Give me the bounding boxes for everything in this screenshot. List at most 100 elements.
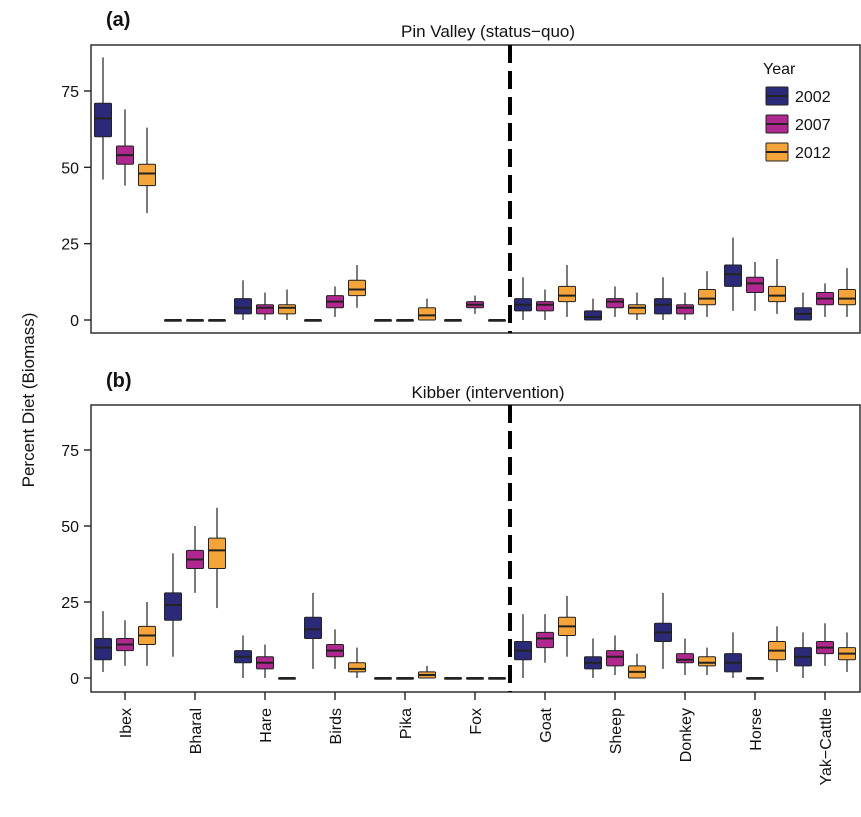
panel-a-box-sheep-2002-iqr — [584, 310, 602, 321]
panel-b-box-donkey-2012 — [698, 647, 716, 675]
panel-b-box-donkey-2002 — [654, 592, 672, 669]
panel-b-box-sheep-2007 — [606, 635, 624, 675]
panel-b-frame — [90, 404, 861, 693]
panel-b-title: Kibber (intervention) — [411, 383, 564, 402]
panel-a-letter: (a) — [106, 9, 130, 31]
panel-b-box-fox-2007 — [466, 677, 484, 680]
panel-b-letter: (b) — [106, 370, 132, 392]
panel-b-y-tick-label-50: 50 — [61, 519, 79, 536]
panel-b-box-goat-2002 — [514, 614, 532, 678]
panel-a-y-tick-label-25: 25 — [61, 237, 79, 254]
x-tick-label-ibex: Ibex — [118, 708, 135, 738]
panel-b-box-pika-2012 — [418, 665, 436, 679]
panel-a-box-donkey-2002-iqr — [654, 298, 672, 315]
panel-b-box-bharal-2002-iqr — [164, 592, 182, 621]
x-tick-label-fox: Fox — [468, 708, 485, 735]
panel-b-box-yak-cattle-2007 — [816, 623, 834, 666]
panel-a-box-fox-2012 — [488, 319, 506, 322]
panel-a-box-ibex-2002 — [94, 57, 112, 180]
panel-a-box-yak-cattle-2012 — [838, 268, 856, 317]
panel-b-box-fox-2012 — [488, 677, 506, 680]
panel-b-y-tick-label-0: 0 — [70, 671, 79, 688]
panel-b: (b) Kibber (intervention) 0 25 50 75 — [61, 370, 861, 693]
panel-b-box-birds-2002-iqr — [304, 616, 322, 639]
panel-b-box-fox-2002 — [444, 677, 462, 680]
x-tick-label-bharal: Bharal — [188, 708, 205, 754]
panel-b-box-goat-2007-iqr — [536, 631, 554, 649]
x-tick-label-hare: Hare — [258, 708, 275, 743]
panel-a-box-hare-2002-iqr — [234, 298, 252, 315]
y-axis-title: Percent Diet (Biomass) — [19, 313, 38, 488]
panel-a-box-birds-2002 — [304, 319, 322, 322]
panel-a-box-yak-cattle-2012-iqr — [838, 288, 856, 306]
legend-label-2012: 2012 — [795, 145, 831, 162]
x-tick-label-horse: Horse — [748, 708, 765, 751]
panel-a-y-tick-label-0: 0 — [70, 313, 79, 330]
panel-a-box-hare-2002 — [234, 280, 252, 320]
panel-a-frame — [90, 44, 861, 334]
panel-a-box-sheep-2012 — [628, 292, 646, 320]
panel-b-box-yak-cattle-2012 — [838, 632, 856, 672]
panel-a-box-pika-2007 — [396, 319, 414, 322]
panel-b-box-birds-2002 — [304, 592, 322, 669]
x-tick-label-goat: Goat — [538, 707, 555, 742]
panel-a: (a) Pin Valley (status−quo) 0 25 50 75 — [61, 9, 861, 334]
panel-a-box-goat-2007-iqr — [536, 301, 554, 312]
panel-b-box-horse-2002 — [724, 632, 742, 678]
panel-b-box-hare-2012 — [278, 677, 296, 680]
panel-a-title: Pin Valley (status−quo) — [401, 22, 575, 41]
panel-b-box-birds-2007 — [326, 629, 344, 669]
panel-a-box-pika-2012 — [418, 298, 436, 321]
panel-b-y-tick-label-75: 75 — [61, 443, 79, 460]
panel-a-y-tick-label-50: 50 — [61, 160, 79, 177]
panel-a-box-horse-2002-iqr — [724, 264, 742, 287]
panel-a-box-horse-2007 — [746, 261, 764, 311]
panel-b-box-horse-2007 — [746, 677, 764, 680]
panel-a-box-horse-2012 — [768, 258, 786, 314]
legend: Year 2002 2007 2012 — [763, 61, 831, 162]
panel-b-y-tick-label-25: 25 — [61, 595, 79, 612]
panel-b-box-ibex-2007 — [116, 620, 134, 666]
panel-b-box-donkey-2007 — [676, 638, 694, 675]
panel-b-box-sheep-2012 — [628, 653, 646, 679]
panel-a-box-fox-2002 — [444, 319, 462, 322]
panel-b-box-birds-2012 — [348, 647, 366, 678]
x-tick-label-pika: Pika — [398, 708, 415, 739]
panel-a-y-tick-label-75: 75 — [61, 84, 79, 101]
panel-a-box-yak-cattle-2002 — [794, 292, 812, 321]
panel-a-box-goat-2007 — [536, 289, 554, 320]
panel-a-box-donkey-2012-iqr — [698, 288, 716, 306]
panel-a-box-yak-cattle-2007 — [816, 283, 834, 317]
panel-a-box-sheep-2012-iqr — [628, 304, 646, 315]
panel-a-box-horse-2002 — [724, 237, 742, 311]
panel-a-box-fox-2007 — [466, 295, 484, 314]
panel-a-box-ibex-2012 — [138, 127, 156, 214]
panel-a-box-horse-2012-iqr — [768, 285, 786, 303]
panel-b-box-goat-2012 — [558, 595, 576, 657]
x-tick-label-sheep: Sheep — [608, 708, 625, 754]
panel-b-box-ibex-2002 — [94, 611, 112, 672]
panel-b-box-bharal-2007 — [186, 526, 204, 593]
panel-a-box-bharal-2012 — [208, 319, 226, 322]
panel-a-box-horse-2007-iqr — [746, 276, 764, 294]
panel-a-box-birds-2012-iqr — [348, 279, 366, 297]
panel-a-box-donkey-2012 — [698, 271, 716, 317]
panel-a-box-donkey-2007-iqr — [676, 304, 694, 315]
panel-b-box-goat-2007 — [536, 614, 554, 663]
panel-a-box-ibex-2002-iqr — [94, 102, 112, 138]
panel-a-box-birds-2007 — [326, 286, 344, 317]
panel-b-box-sheep-2002 — [584, 638, 602, 678]
panel-a-box-donkey-2002 — [654, 277, 672, 320]
panel-b-box-donkey-2007-iqr — [676, 653, 694, 664]
panel-a-box-sheep-2007 — [606, 286, 624, 317]
x-tick-label-yak-cattle: Yak−Cattle — [818, 708, 835, 786]
panel-a-box-ibex-2012-iqr — [138, 163, 156, 187]
panel-a-box-pika-2012-iqr — [418, 307, 436, 321]
panel-b-box-pika-2002 — [374, 677, 392, 680]
panel-b-box-horse-2012 — [768, 626, 786, 672]
panel-a-box-goat-2002 — [514, 277, 532, 320]
panel-a-box-sheep-2002 — [584, 298, 602, 321]
panel-b-box-hare-2007 — [256, 644, 274, 678]
panel-a-box-ibex-2007 — [116, 109, 134, 186]
panel-b-box-sheep-2007-iqr — [606, 650, 624, 667]
